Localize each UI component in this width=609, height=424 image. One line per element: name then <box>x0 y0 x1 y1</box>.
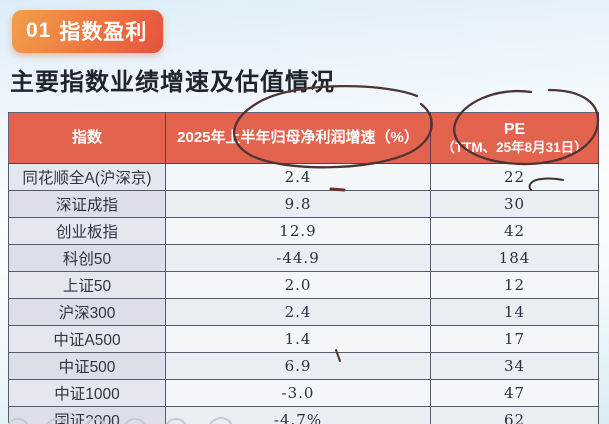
index-valuation-table: 指数 2025年上半年归母净利润增速（%） PE （TTM、25年8月31日） … <box>8 112 599 424</box>
slide-title: 主要指数业绩增速及估值情况 <box>10 69 335 96</box>
section-number: 01 <box>26 19 52 42</box>
table-row: 国证2000 -4.7% 62 <box>8 406 599 424</box>
cell-pe-value: 17 <box>430 325 599 353</box>
cell-index-name: 中证500 <box>8 352 166 380</box>
table-row: 同花顺全A(沪深京) 2.4 22 <box>8 163 599 191</box>
cell-growth-value: -4.7% <box>165 406 431 424</box>
cell-index-name: 创业板指 <box>8 217 166 245</box>
table-row: 科创50 -44.9 184 <box>8 244 599 272</box>
col-header-pe: PE （TTM、25年8月31日） <box>430 112 599 164</box>
cell-growth-value: 6.9 <box>165 352 431 380</box>
cell-index-name: 科创50 <box>8 244 166 272</box>
col-header-index: 指数 <box>8 112 166 164</box>
index-table-wrapper: 指数 2025年上半年归母净利润增速（%） PE （TTM、25年8月31日） … <box>8 112 599 424</box>
table-header-row: 指数 2025年上半年归母净利润增速（%） PE （TTM、25年8月31日） <box>8 112 599 164</box>
cell-pe-value: 42 <box>430 217 599 245</box>
cell-index-name: 上证50 <box>8 271 166 299</box>
cell-pe-value: 30 <box>430 190 599 218</box>
cell-growth-value: 2.0 <box>165 271 431 299</box>
cell-pe-value: 47 <box>430 379 599 407</box>
cell-index-name: 深证成指 <box>8 190 166 218</box>
table-row: 上证50 2.0 12 <box>8 271 599 299</box>
table-row: 中证1000 -3.0 47 <box>8 379 599 407</box>
col-header-growth: 2025年上半年归母净利润增速（%） <box>165 112 431 164</box>
table-row: 创业板指 12.9 42 <box>8 217 599 245</box>
table-row: 中证A500 1.4 17 <box>8 325 599 353</box>
cell-pe-value: 14 <box>430 298 599 326</box>
cell-growth-value: 2.4 <box>165 163 431 191</box>
col-header-pe-line1: PE <box>503 120 526 138</box>
table-row: 沪深300 2.4 14 <box>8 298 599 326</box>
col-header-pe-line2: （TTM、25年8月31日） <box>441 139 588 155</box>
cell-index-name: 中证A500 <box>8 325 166 353</box>
cell-index-name: 同花顺全A(沪深京) <box>8 163 166 191</box>
cell-pe-value: 12 <box>430 271 599 299</box>
table-body: 同花顺全A(沪深京) 2.4 22 深证成指 9.8 30 创业板指 12.9 … <box>8 163 599 424</box>
cell-pe-value: 62 <box>430 406 599 424</box>
section-label: 指数盈利 <box>59 21 148 44</box>
cell-index-name: 沪深300 <box>8 298 166 326</box>
cell-growth-value: 2.4 <box>165 298 431 326</box>
cell-growth-value: 9.8 <box>165 190 431 218</box>
cell-growth-value: -3.0 <box>165 379 431 407</box>
cell-growth-value: -44.9 <box>165 244 431 272</box>
cell-index-name: 中证1000 <box>8 379 166 407</box>
cell-pe-value: 22 <box>430 163 599 191</box>
table-row: 深证成指 9.8 30 <box>8 190 599 218</box>
table-row: 中证500 6.9 34 <box>8 352 599 380</box>
section-badge: 01 指数盈利 <box>12 10 164 53</box>
cell-growth-value: 1.4 <box>165 325 431 353</box>
cell-growth-value: 12.9 <box>165 217 431 245</box>
cell-pe-value: 184 <box>430 244 599 272</box>
cell-index-name: 国证2000 <box>8 406 166 424</box>
cell-pe-value: 34 <box>430 352 599 380</box>
